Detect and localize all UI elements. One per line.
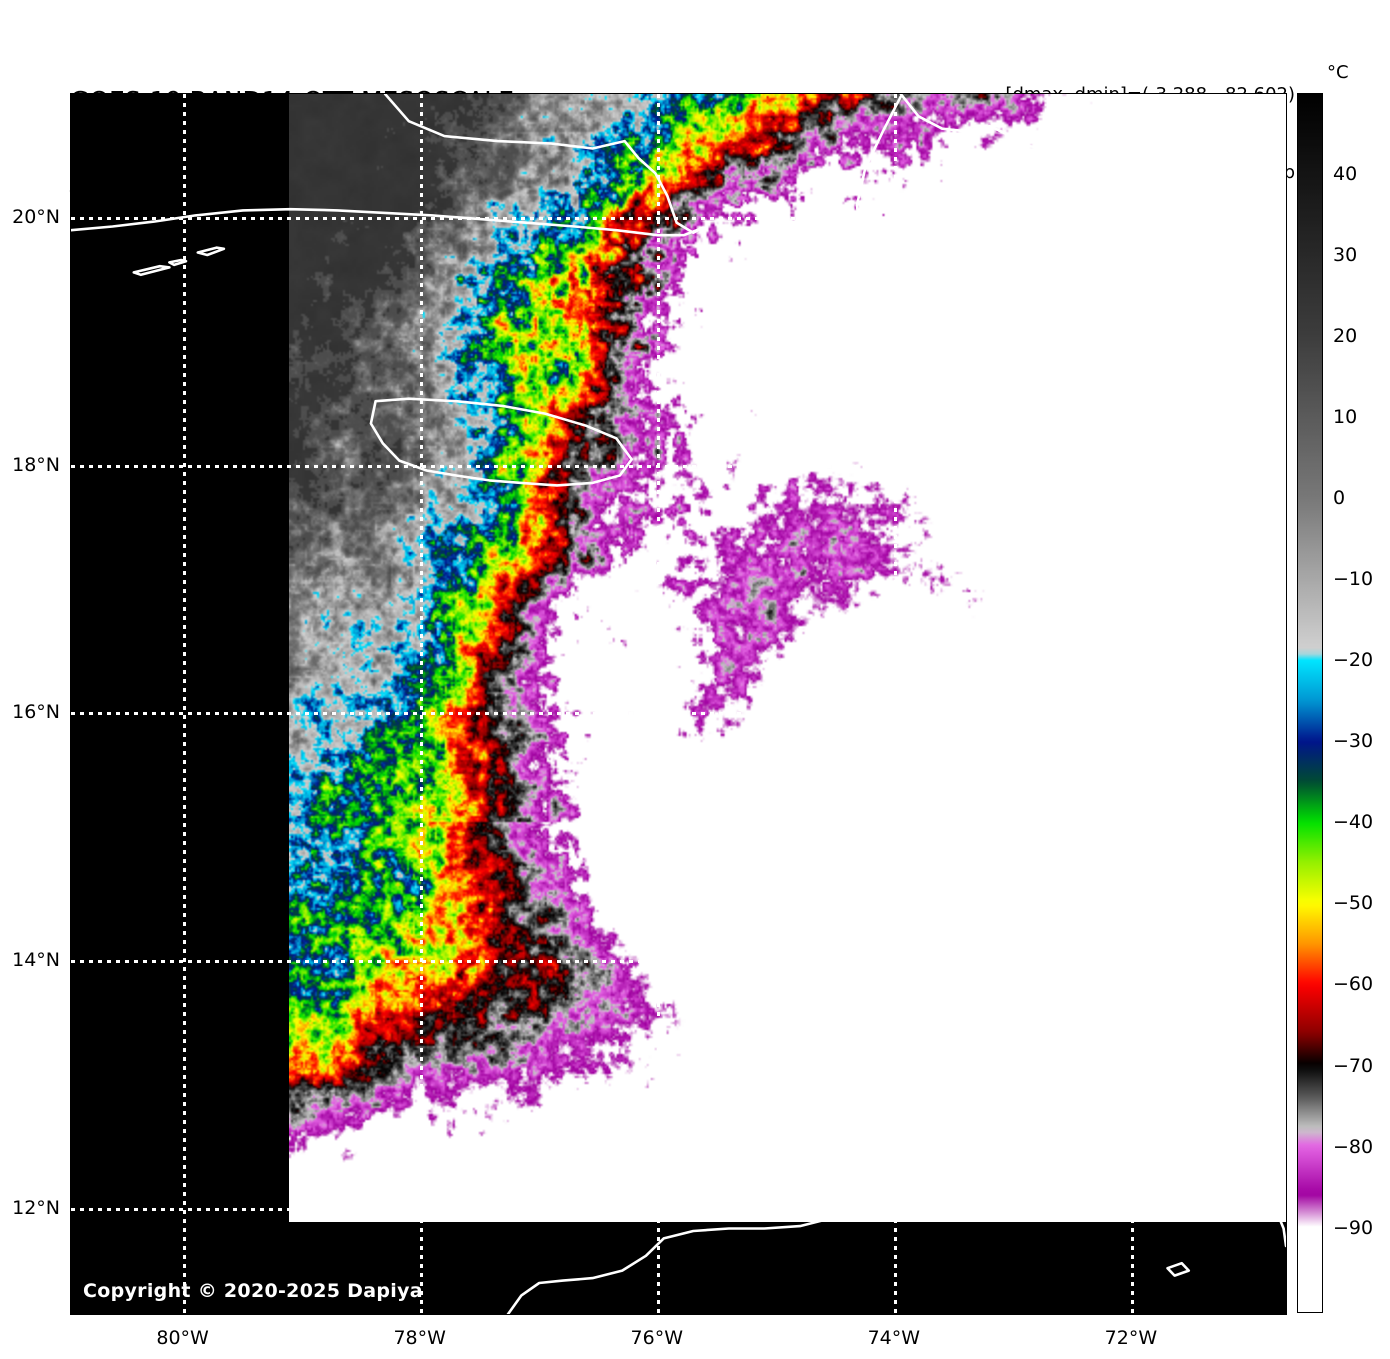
x-tick-label: 72°W — [1104, 1327, 1158, 1349]
x-tick-label: 80°W — [156, 1327, 209, 1349]
coastline-isla-small — [1166, 1261, 1191, 1277]
y-tick-label: 18°N — [12, 453, 60, 476]
colorbar-tick-label: −30 — [1333, 730, 1374, 753]
colorbar-tick-label: −10 — [1333, 568, 1374, 591]
colorbar-tick-label: −50 — [1333, 892, 1374, 915]
coastline-little-cayman — [168, 258, 188, 267]
coastline-hispaniola-body — [843, 95, 1286, 465]
coastline-cuba — [71, 94, 705, 237]
satellite-imagery-raster — [289, 94, 1286, 1222]
coastline-jamaica — [369, 397, 633, 487]
colorbar-tick-label: −60 — [1333, 973, 1374, 996]
coastline-guajira-inner — [1073, 1041, 1124, 1139]
colorbar-tick-label: 20 — [1333, 325, 1358, 348]
gridline-vertical — [1130, 94, 1134, 1314]
copyright-label: Copyright © 2020-2025 Dapiya — [83, 1280, 423, 1302]
x-tick-label: 78°W — [393, 1327, 446, 1349]
gridline-horizontal — [71, 216, 1286, 220]
colorbar-tick-label: −80 — [1333, 1135, 1374, 1158]
colorbar-tick-label: 30 — [1333, 244, 1358, 267]
satellite-image-plot: Copyright © 2020-2025 Dapiya — [70, 93, 1287, 1315]
coastline-hispaniola-north — [899, 94, 1286, 192]
colorbar-tick-label: −40 — [1333, 811, 1374, 834]
coastline-grand-cayman — [132, 264, 171, 277]
y-tick-label: 14°N — [12, 949, 60, 971]
gridline-vertical — [182, 94, 186, 1314]
colorbar-tick-label: −20 — [1333, 649, 1374, 672]
coastline-cayman-brac — [196, 246, 226, 257]
y-tick-label: 12°N — [12, 1196, 60, 1219]
x-tick-label: 74°W — [867, 1327, 921, 1349]
colorbar-gradient — [1298, 94, 1322, 1312]
colorbar-tick-label: 0 — [1333, 487, 1346, 510]
x-tick-label: 76°W — [630, 1327, 683, 1349]
y-tick-label: 20°N — [12, 205, 60, 228]
gridline-horizontal — [71, 712, 1286, 716]
colorbar-tick-label: −70 — [1333, 1054, 1374, 1077]
coastline-dr-south — [1018, 300, 1286, 450]
coastline-overlay — [71, 94, 1286, 1314]
y-tick-label: 16°N — [12, 701, 60, 724]
coastline-paths — [71, 94, 1286, 1314]
gridline-horizontal — [71, 1207, 1286, 1211]
colorbar-unit-label: °C — [1327, 62, 1349, 83]
gridline-horizontal — [71, 960, 1286, 963]
gridline-horizontal — [71, 464, 1286, 468]
gridline-vertical — [656, 94, 660, 1314]
temperature-colorbar — [1297, 93, 1323, 1313]
colorbar-tick-label: 40 — [1333, 163, 1358, 186]
gridline-vertical — [893, 94, 897, 1314]
gridline-vertical — [419, 94, 423, 1314]
colorbar-tick-label: −90 — [1333, 1216, 1374, 1239]
colorbar-tick-label: 10 — [1333, 406, 1358, 429]
coastline-south-america-coast — [506, 1041, 1286, 1314]
